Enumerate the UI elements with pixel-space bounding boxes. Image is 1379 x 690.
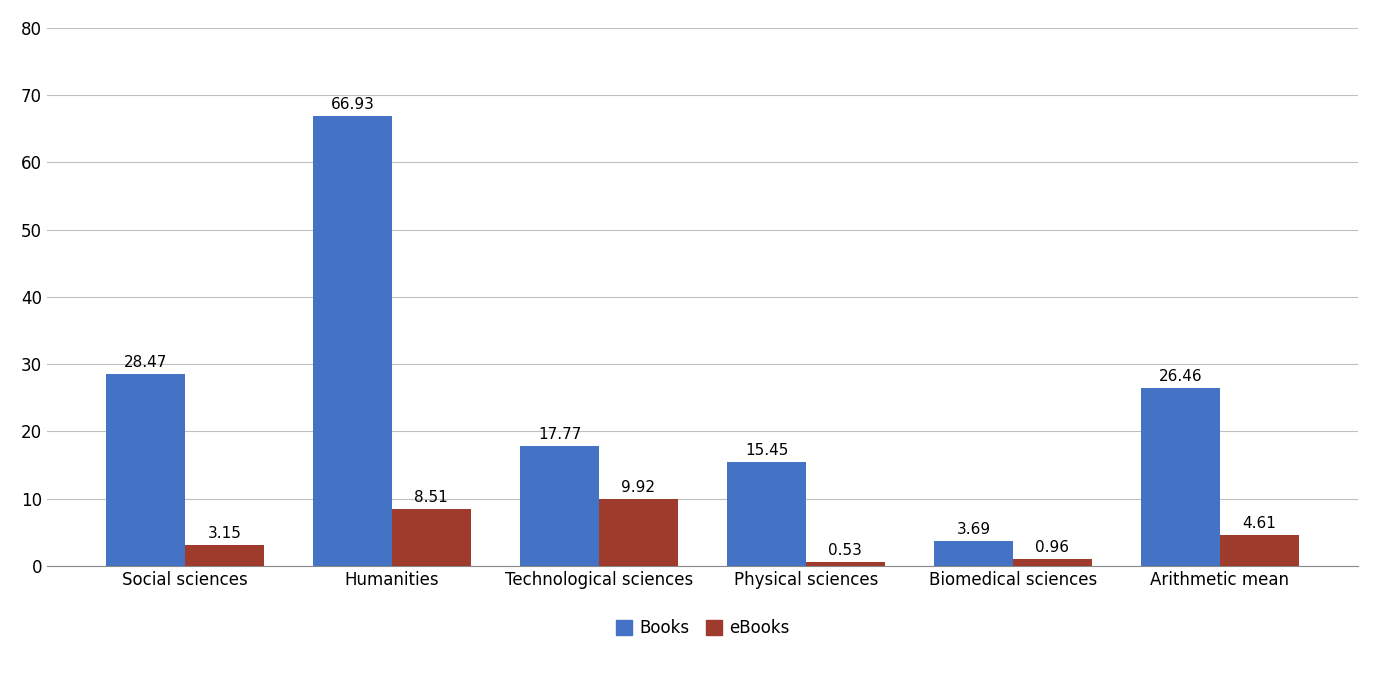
Text: 17.77: 17.77 [538,427,582,442]
Text: 8.51: 8.51 [415,489,448,504]
Bar [935,541,1014,566]
Text: 28.47: 28.47 [124,355,167,371]
Bar [598,499,677,566]
Text: 15.45: 15.45 [745,443,789,458]
Bar [727,462,805,566]
Text: 9.92: 9.92 [622,480,655,495]
Text: 4.61: 4.61 [1242,515,1276,531]
Bar [1220,535,1299,566]
Bar [106,375,185,566]
Bar [805,562,884,566]
Bar [1142,388,1220,566]
Text: 0.96: 0.96 [1036,540,1069,555]
Text: 66.93: 66.93 [331,97,375,112]
Text: 3.69: 3.69 [957,522,990,537]
Bar [1014,560,1092,566]
Bar [392,509,470,566]
Bar [185,544,263,566]
Text: 26.46: 26.46 [1158,369,1202,384]
Legend: Books, eBooks: Books, eBooks [610,612,796,644]
Text: 3.15: 3.15 [207,526,241,540]
Text: 0.53: 0.53 [829,543,862,558]
Bar [313,116,392,566]
Bar [520,446,598,566]
